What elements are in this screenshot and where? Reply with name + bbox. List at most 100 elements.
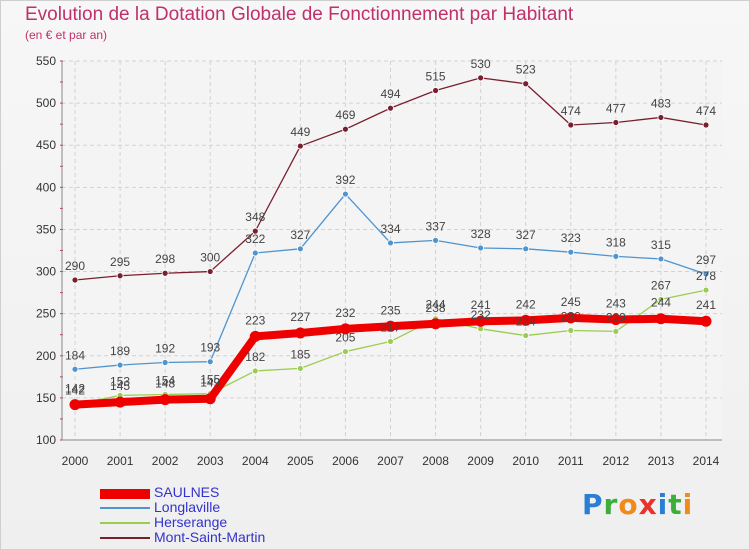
data-point-mont-saint-martin xyxy=(522,80,530,88)
legend-label-mont-saint-martin: Mont-Saint-Martin xyxy=(154,529,266,545)
data-label-herserange: 155 xyxy=(200,373,220,387)
data-label-herserange: 224 xyxy=(516,315,536,329)
data-label-saulnes: 149 xyxy=(200,376,220,390)
legend-swatch-mont-saint-martin xyxy=(100,537,150,539)
x-tick-label: 2010 xyxy=(512,454,539,468)
data-point-herserange xyxy=(296,365,304,372)
data-label-mont-saint-martin: 295 xyxy=(110,255,130,269)
data-point-mont-saint-martin xyxy=(387,104,394,112)
legend-swatch-saulnes xyxy=(100,489,150,499)
proxiti-logo: Proxiti xyxy=(582,488,694,521)
data-point-longlaville xyxy=(296,245,304,253)
x-tick-label: 2009 xyxy=(467,454,494,468)
data-label-mont-saint-martin: 494 xyxy=(380,87,400,101)
data-label-herserange: 230 xyxy=(561,310,581,324)
data-point-herserange xyxy=(522,332,530,339)
x-tick-label: 2014 xyxy=(693,454,720,468)
data-label-saulnes: 242 xyxy=(516,297,536,311)
data-label-mont-saint-martin: 530 xyxy=(471,57,491,71)
data-point-mont-saint-martin xyxy=(116,272,124,280)
x-tick-label: 2008 xyxy=(422,454,449,468)
data-label-mont-saint-martin: 298 xyxy=(155,252,175,266)
data-point-saulnes xyxy=(610,314,622,326)
data-point-saulnes xyxy=(294,327,306,339)
data-label-herserange: 182 xyxy=(245,350,265,364)
data-label-herserange: 232 xyxy=(471,308,491,322)
data-point-mont-saint-martin xyxy=(702,121,710,129)
data-label-mont-saint-martin: 449 xyxy=(290,125,310,139)
x-tick-label: 2004 xyxy=(242,454,269,468)
data-point-longlaville xyxy=(702,270,710,278)
y-tick-label: 400 xyxy=(36,180,56,194)
data-label-saulnes: 238 xyxy=(426,301,446,315)
data-point-longlaville xyxy=(342,190,349,198)
x-tick-label: 2007 xyxy=(377,454,404,468)
data-point-herserange xyxy=(612,327,620,335)
data-point-mont-saint-martin xyxy=(161,269,169,277)
data-label-mont-saint-martin: 300 xyxy=(200,251,220,265)
data-label-saulnes: 223 xyxy=(245,313,265,327)
data-point-saulnes xyxy=(159,394,171,406)
data-point-saulnes xyxy=(339,323,351,335)
data-label-longlaville: 192 xyxy=(155,342,175,356)
data-label-saulnes: 244 xyxy=(651,296,671,310)
x-tick-label: 2006 xyxy=(332,454,359,468)
data-point-longlaville xyxy=(71,365,79,373)
y-tick-label: 150 xyxy=(36,391,56,405)
data-label-saulnes: 245 xyxy=(561,295,581,309)
data-label-herserange: 142 xyxy=(65,384,85,398)
chart-subtitle: (en € et par an) xyxy=(25,28,108,42)
data-point-longlaville xyxy=(206,358,214,366)
data-point-saulnes xyxy=(385,320,396,332)
data-point-longlaville xyxy=(161,359,169,366)
data-point-saulnes xyxy=(655,313,667,325)
data-label-longlaville: 193 xyxy=(200,341,220,355)
y-tick-label: 250 xyxy=(36,307,56,321)
data-point-longlaville xyxy=(657,255,665,263)
data-label-herserange: 278 xyxy=(696,269,716,283)
data-point-mont-saint-martin xyxy=(567,121,575,129)
data-label-longlaville: 327 xyxy=(290,228,310,242)
data-label-saulnes: 142 xyxy=(65,382,85,396)
data-label-mont-saint-martin: 515 xyxy=(426,69,446,83)
data-point-mont-saint-martin xyxy=(342,125,349,133)
data-point-saulnes xyxy=(700,315,712,327)
data-point-saulnes xyxy=(565,312,577,324)
data-label-herserange: 205 xyxy=(335,331,355,345)
x-tick-label: 2012 xyxy=(603,454,630,468)
data-label-mont-saint-martin: 474 xyxy=(561,104,581,118)
data-point-longlaville xyxy=(477,244,485,252)
data-point-longlaville xyxy=(116,361,124,369)
data-label-mont-saint-martin: 348 xyxy=(245,210,265,224)
data-label-saulnes: 227 xyxy=(290,310,310,324)
data-label-mont-saint-martin: 483 xyxy=(651,96,671,110)
data-point-saulnes xyxy=(475,315,487,327)
legend-swatch-longlaville xyxy=(100,507,150,509)
x-tick-label: 2013 xyxy=(648,454,675,468)
data-point-herserange xyxy=(251,367,259,375)
data-point-mont-saint-martin xyxy=(612,119,620,126)
data-label-herserange: 229 xyxy=(606,310,626,324)
data-label-longlaville: 315 xyxy=(651,238,671,252)
data-label-longlaville: 328 xyxy=(471,227,491,241)
data-point-mont-saint-martin xyxy=(206,268,214,275)
data-label-longlaville: 189 xyxy=(110,344,130,358)
plot-area xyxy=(62,61,722,440)
data-point-mont-saint-martin xyxy=(71,276,79,284)
y-tick-label: 450 xyxy=(36,138,56,152)
data-point-longlaville xyxy=(612,252,620,260)
data-label-mont-saint-martin: 469 xyxy=(335,108,355,122)
data-label-longlaville: 334 xyxy=(380,222,400,236)
y-tick-label: 300 xyxy=(36,265,56,279)
data-point-longlaville xyxy=(567,248,575,256)
x-tick-label: 2001 xyxy=(107,454,134,468)
data-label-mont-saint-martin: 477 xyxy=(606,101,626,115)
data-point-mont-saint-martin xyxy=(432,87,439,94)
data-point-herserange xyxy=(657,295,665,303)
data-label-longlaville: 337 xyxy=(426,219,446,233)
data-point-mont-saint-martin xyxy=(657,114,665,121)
data-label-saulnes: 235 xyxy=(380,303,400,317)
data-label-longlaville: 323 xyxy=(561,231,581,245)
y-tick-label: 350 xyxy=(36,222,56,236)
